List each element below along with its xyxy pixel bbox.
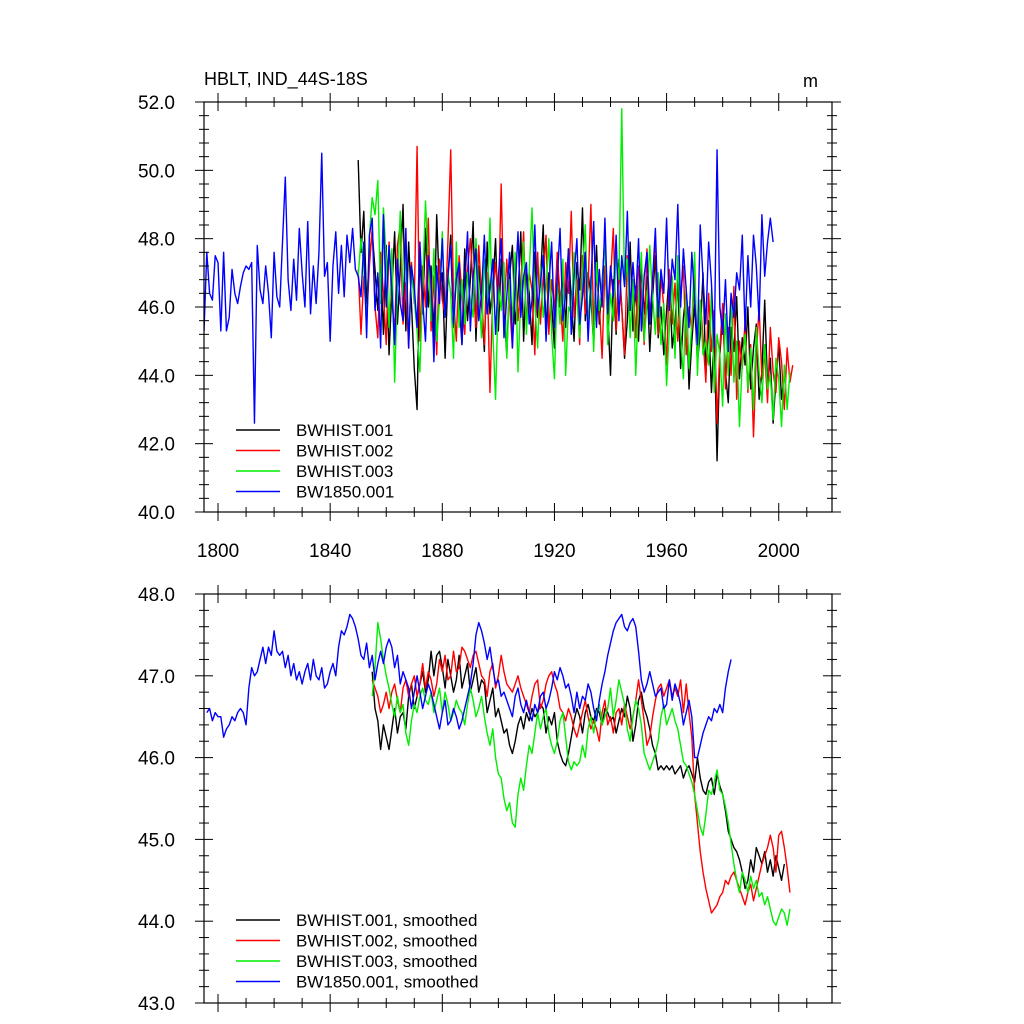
bottom-legend: BWHIST.001, smoothed BWHIST.002, smoothed… — [236, 911, 478, 992]
top-xtick-label: 1840 — [309, 541, 351, 562]
top-legend-label-1: BWHIST.001 — [296, 421, 393, 440]
top-series-group — [204, 108, 794, 462]
bottom-panel: 43.0 44.0 45.0 46.0 47.0 48.0 BWHIST.001, smoo… — [138, 585, 841, 1015]
units-label: m — [803, 71, 818, 91]
top-series-line-3 — [357, 108, 791, 428]
top-ytick-label: 50.0 — [138, 161, 175, 182]
bottom-series-line-4 — [206, 613, 732, 759]
top-series-line-4 — [204, 149, 774, 424]
bottom-series-line-2 — [371, 646, 791, 914]
top-xtick-label: 2000 — [758, 541, 800, 562]
top-xtick-label: 1800 — [197, 541, 239, 562]
bottom-plot-frame — [203, 593, 833, 1004]
top-xtick-label: 1880 — [421, 541, 463, 562]
bottom-legend-label-2: BWHIST.002, smoothed — [296, 932, 477, 951]
top-ytick-label: 46.0 — [138, 298, 175, 319]
bottom-ytick-label: 44.0 — [138, 912, 175, 933]
bottom-legend-label-4: BW1850.001, smoothed — [296, 973, 478, 992]
bottom-series-line-1 — [371, 650, 786, 890]
top-xtick-label: 1920 — [533, 541, 575, 562]
bottom-ytick-label: 47.0 — [138, 667, 175, 688]
top-ytick-label: 42.0 — [138, 435, 175, 456]
bottom-ytick-label: 43.0 — [138, 994, 175, 1015]
bottom-ticks — [195, 585, 841, 1012]
bottom-series-group — [206, 613, 791, 926]
top-legend-label-2: BWHIST.002 — [296, 442, 393, 461]
bottom-ytick-label: 46.0 — [138, 749, 175, 770]
top-ytick-label: 44.0 — [138, 366, 175, 387]
bottom-ytick-label: 48.0 — [138, 585, 175, 606]
top-panel: HBLT, IND_44S-18S m 40.0 42.0 44.0 46.0 48.0… — [138, 69, 841, 562]
bottom-legend-label-1: BWHIST.001, smoothed — [296, 911, 477, 930]
top-legend-label-3: BWHIST.003 — [296, 462, 393, 481]
bottom-series-line-3 — [371, 621, 791, 926]
top-legend-label-4: BW1850.001 — [296, 483, 394, 502]
chart-title: HBLT, IND_44S-18S — [204, 69, 368, 90]
bottom-legend-label-3: BWHIST.003, smoothed — [296, 952, 477, 971]
top-ytick-label: 48.0 — [138, 230, 175, 251]
top-xtick-label: 1960 — [645, 541, 687, 562]
top-ytick-label: 52.0 — [138, 93, 175, 114]
top-ytick-label: 40.0 — [138, 503, 175, 524]
top-ticks — [195, 93, 841, 521]
bottom-ytick-label: 45.0 — [138, 830, 175, 851]
